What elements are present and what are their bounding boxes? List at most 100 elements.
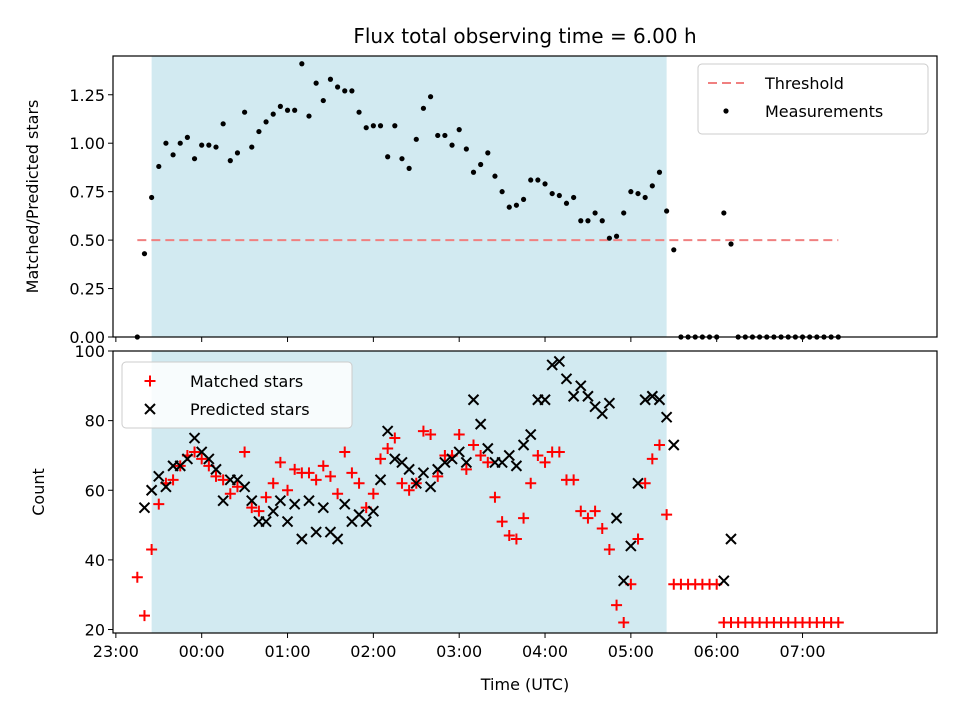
data-point [299, 61, 305, 67]
x-tick-label: 23:00 [93, 642, 139, 661]
data-point [725, 533, 737, 545]
data-point [334, 84, 341, 90]
legend-label: Measurements [765, 102, 883, 121]
legend-marker [144, 375, 156, 387]
data-point [535, 177, 541, 183]
data-point [427, 94, 434, 100]
y-tick-label: 0.00 [69, 328, 105, 347]
data-point [467, 394, 480, 406]
legend-label: Predicted stars [190, 400, 310, 419]
data-point [153, 470, 165, 483]
legend-label: Threshold [764, 74, 844, 93]
data-point [424, 481, 437, 493]
data-point [160, 481, 172, 493]
data-point [181, 453, 194, 465]
data-point [332, 488, 344, 500]
data-point [453, 446, 465, 458]
data-point [575, 505, 587, 517]
y-tick-label: 1.00 [69, 134, 105, 153]
data-point [567, 390, 580, 402]
data-point [320, 97, 326, 104]
data-point [217, 494, 229, 507]
data-point [482, 442, 494, 455]
legend: Threshold Measurements [697, 63, 929, 135]
data-point [406, 165, 412, 171]
data-point [525, 477, 537, 489]
data-point [453, 429, 465, 441]
data-point [639, 477, 651, 489]
y-axis-label: Matched/Predicted stars [23, 100, 42, 294]
data-point [728, 241, 734, 247]
data-point [653, 439, 665, 451]
data-point [249, 144, 255, 150]
data-point [210, 463, 222, 476]
legend-box [697, 63, 929, 135]
data-point [146, 543, 158, 555]
data-point [246, 494, 258, 507]
data-point [396, 477, 408, 489]
data-point [188, 432, 201, 444]
data-point [618, 575, 630, 587]
data-point [153, 498, 165, 510]
plot-frame [112, 55, 938, 338]
data-point [363, 125, 369, 131]
data-point [420, 105, 427, 111]
data-point [664, 208, 670, 214]
data-point [246, 502, 258, 514]
data-point [585, 218, 591, 224]
data-point [582, 390, 594, 402]
data-point [342, 88, 348, 94]
data-point [546, 359, 558, 371]
data-point [377, 123, 384, 129]
data-point [506, 204, 512, 210]
data-point [503, 449, 515, 462]
data-point [303, 494, 315, 507]
data-point [260, 491, 272, 503]
data-point [324, 470, 336, 482]
data-point [289, 463, 301, 475]
data-point [646, 390, 659, 402]
data-point [217, 474, 229, 486]
data-point [196, 453, 208, 465]
data-point [403, 484, 415, 496]
data-point [492, 173, 498, 179]
data-point [475, 449, 487, 461]
data-point [306, 113, 312, 119]
data-point [274, 456, 286, 468]
data-point [499, 189, 505, 195]
data-point [189, 446, 201, 458]
data-point [517, 439, 530, 451]
observing-window-span [151, 56, 667, 337]
data-point [267, 505, 279, 517]
data-point [632, 533, 644, 545]
data-point [417, 425, 429, 437]
data-point [274, 494, 287, 507]
data-point [303, 467, 315, 479]
data-point [468, 439, 479, 451]
data-point [646, 453, 658, 465]
data-point [277, 103, 283, 109]
ratio-panel: 0.00 0.25 0.50 0.75 1.00 1.25 Matched/Predicte… [23, 55, 938, 347]
x-tick-label: 03:00 [436, 642, 482, 661]
data-point [389, 453, 401, 465]
data-point [556, 192, 562, 199]
data-point [403, 463, 415, 476]
data-point [563, 200, 570, 206]
y-tick-label: 100 [74, 342, 105, 361]
data-point [832, 617, 844, 629]
data-point [199, 142, 205, 148]
data-point [385, 154, 391, 160]
legend-marker [723, 108, 729, 114]
data-point [131, 571, 143, 583]
series-matched-stars [131, 425, 844, 629]
data-point [331, 533, 344, 545]
legend: Matched stars Predicted stars [121, 361, 353, 429]
data-point [582, 512, 594, 524]
data-point [606, 235, 613, 241]
data-point [256, 128, 262, 135]
data-point [220, 121, 226, 127]
legend-label: Matched stars [190, 372, 303, 391]
data-point [349, 88, 355, 94]
data-point [653, 394, 666, 406]
